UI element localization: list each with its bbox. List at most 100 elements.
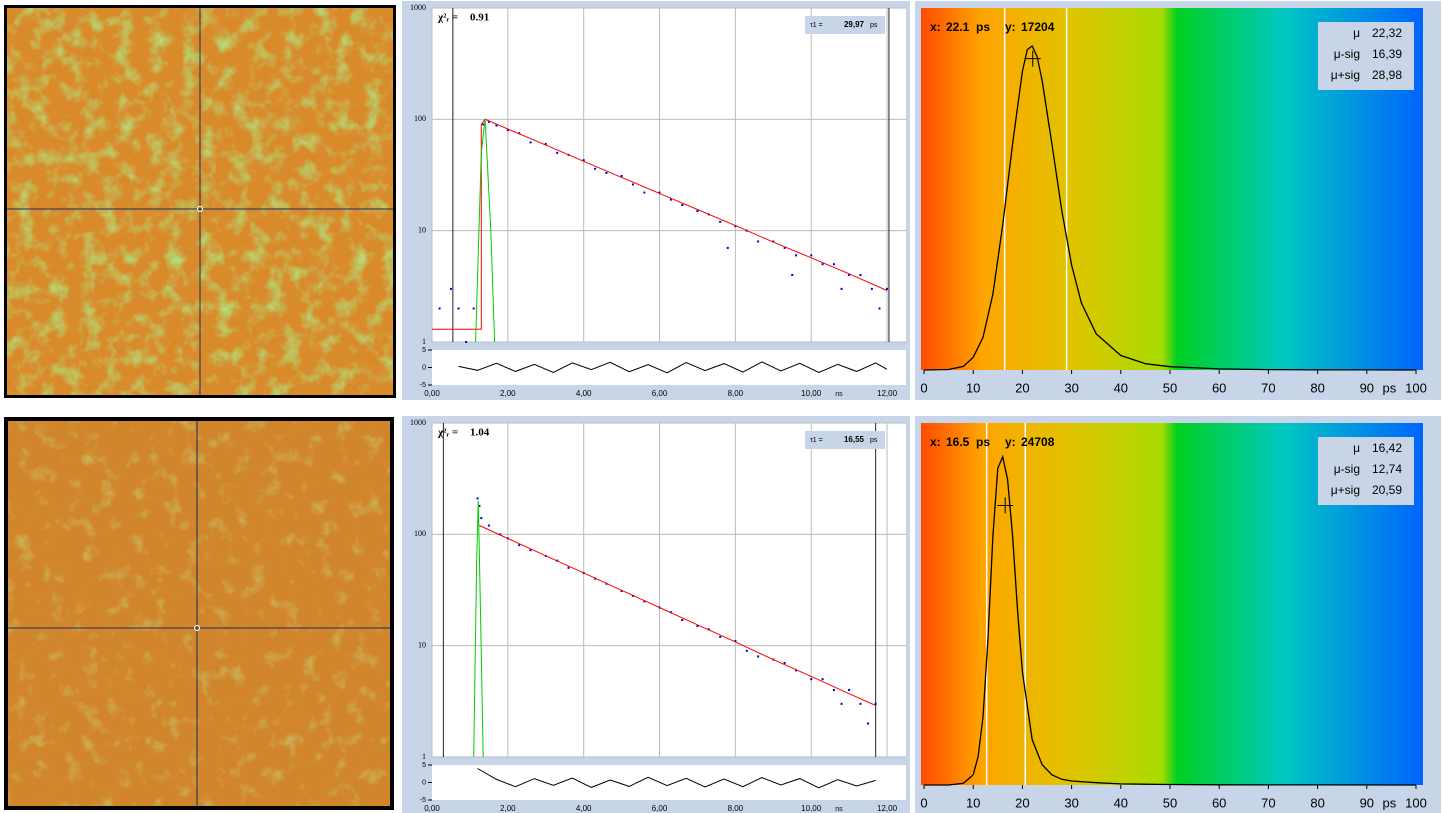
histogram-curve [924, 454, 1417, 786]
data-point [783, 246, 786, 249]
x-tick-label: 60 [1212, 380, 1226, 395]
flim-image [4, 417, 394, 810]
data-point [476, 497, 479, 500]
data-point [465, 341, 468, 343]
data-point [726, 246, 729, 249]
data-point [518, 544, 521, 547]
cursor-x-unit: ps [976, 20, 990, 34]
data-point [482, 123, 485, 126]
x-unit: ns [835, 806, 843, 813]
tau-label: τ1 = [810, 22, 823, 29]
data-point [457, 307, 460, 310]
data-point [874, 702, 877, 705]
x-tick-label: 70 [1261, 795, 1275, 810]
tau-box [805, 431, 885, 449]
y-tick-label: 100 [414, 529, 426, 538]
tau-value: 16,55 [844, 435, 865, 444]
y-tick-label: 1 [422, 752, 426, 761]
x-tick-label: 40 [1114, 380, 1128, 395]
data-point [620, 589, 623, 592]
data-point [605, 171, 608, 174]
data-point [449, 287, 452, 290]
cursor-x-label: x: [930, 20, 941, 34]
data-point [821, 263, 824, 266]
plot-area [432, 423, 906, 757]
y-tick-label: 1000 [410, 418, 426, 427]
data-point [631, 183, 634, 186]
chi-label: χ²ᵣ = [437, 12, 458, 24]
curve [432, 118, 888, 330]
tau-box [805, 16, 885, 34]
y-tick-label: 10 [418, 640, 426, 649]
residual-tick-label: 5 [422, 762, 426, 769]
y-tick-label: 10 [418, 225, 426, 234]
data-point [499, 533, 502, 536]
x-tick-label: 0 [920, 795, 927, 810]
stat-label: μ-sig [1334, 462, 1360, 476]
y-tick-label: 1 [422, 337, 426, 346]
data-point [567, 566, 570, 569]
stat-label: μ+sig [1331, 68, 1360, 82]
x-tick-label: 2,00 [500, 804, 516, 813]
tau-label: τ1 = [810, 437, 823, 444]
residual-tick-label: -5 [420, 797, 426, 804]
x-tick-label: 50 [1163, 795, 1177, 810]
data-point [582, 159, 585, 162]
x-tick-label: 0,00 [424, 389, 440, 398]
x-tick-label: 60 [1212, 795, 1226, 810]
cursor-cross [997, 497, 1014, 514]
chi-value: 0.91 [470, 12, 489, 24]
data-point [870, 287, 873, 290]
x-tick-label: 2,00 [500, 389, 516, 398]
x-tick-label: 8,00 [728, 389, 744, 398]
data-point [696, 625, 699, 628]
data-point [529, 549, 532, 552]
chi-label: χ²ᵣ = [437, 427, 458, 439]
data-point [669, 198, 672, 201]
data-point [643, 191, 646, 194]
x-tick-label: 90 [1360, 380, 1374, 395]
x-unit: ns [835, 391, 843, 398]
cursor-x-value: 16.5 [946, 435, 970, 449]
data-point [795, 254, 798, 257]
residual-line [458, 361, 888, 374]
x-tick-label: 4,00 [576, 804, 592, 813]
y-tick-label: 1000 [410, 3, 426, 12]
stats-box [1318, 22, 1414, 90]
residual-line [477, 768, 876, 789]
tau-value: 29,97 [844, 20, 865, 29]
stat-value: 12,74 [1372, 462, 1402, 476]
data-point [478, 504, 481, 507]
chi-value: 1.04 [470, 427, 490, 439]
cursor-x-value: 22.1 [946, 20, 970, 34]
data-point [506, 129, 509, 132]
cursor-x-label: x: [930, 435, 941, 449]
x-tick-label: 50 [1163, 380, 1177, 395]
data-point [886, 287, 889, 290]
data-point [757, 240, 760, 243]
residual-area [432, 765, 906, 800]
x-tick-label: 12,00 [877, 389, 898, 398]
x-tick-label: 80 [1310, 380, 1324, 395]
data-point [480, 517, 483, 520]
stat-label: μ [1353, 441, 1360, 455]
x-tick-label: 100 [1405, 380, 1427, 395]
residual-area [432, 350, 906, 385]
x-tick-label: 4,00 [576, 389, 592, 398]
cursor-y-label: y: [1005, 435, 1016, 449]
data-point [643, 600, 646, 603]
data-point [719, 220, 722, 223]
x-unit: ps [1383, 380, 1397, 395]
data-point [810, 678, 813, 681]
data-point [821, 678, 824, 681]
curve [473, 500, 484, 758]
x-tick-label: 100 [1405, 795, 1427, 810]
cursor-cross [1024, 50, 1041, 67]
data-point [840, 702, 843, 705]
x-tick-label: 30 [1064, 380, 1078, 395]
stat-value: 16,42 [1372, 441, 1402, 455]
data-point [832, 263, 835, 266]
cursor-y-label: y: [1005, 20, 1016, 34]
data-point [658, 191, 661, 194]
